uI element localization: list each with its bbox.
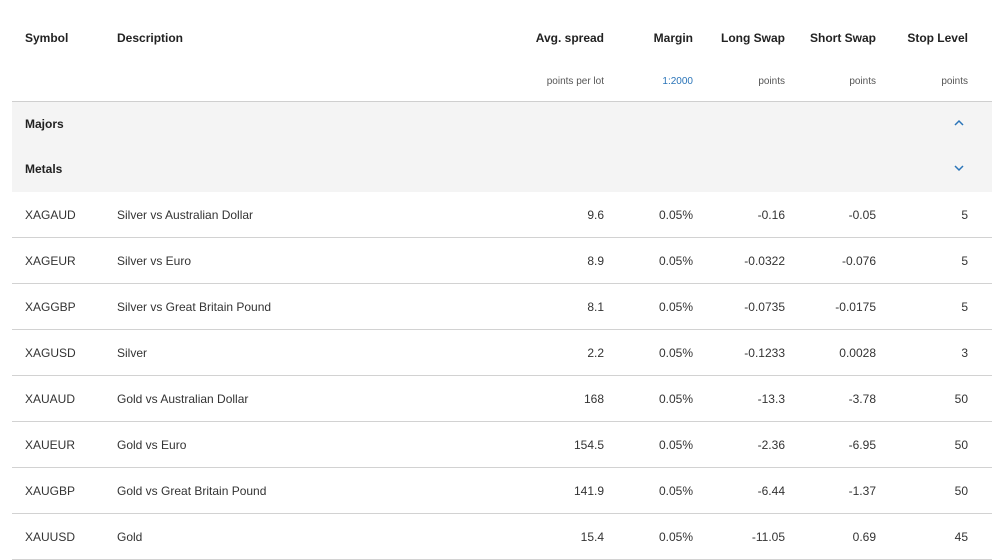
unit-avg-spread: points per lot [546,76,604,87]
column-header-short-swap[interactable]: Short Swap [809,31,876,45]
cell-long-swap: -11.05 [751,530,785,544]
cell-margin: 0.05% [658,530,693,544]
cell-stop-level: 5 [961,254,968,268]
cell-description: Gold vs Euro [117,438,187,452]
column-header-avg-spread[interactable]: Avg. spread [535,31,604,45]
cell-symbol: XAGGBP [25,300,76,314]
cell-symbol: XAUGBP [25,484,76,498]
unit-stop-level: points [941,76,968,87]
cell-avg-spread: 9.6 [587,208,604,222]
cell-long-swap: -0.1233 [744,346,785,360]
cell-stop-level: 5 [961,300,968,314]
chevron-down-icon[interactable] [952,161,966,175]
cell-short-swap: 0.69 [852,530,876,544]
table-row[interactable]: XAGAUD Silver vs Australian Dollar 9.6 0.05… [12,192,992,238]
cell-stop-level: 50 [954,392,968,406]
column-header-stop-level[interactable]: Stop Level [907,31,968,45]
column-header-long-swap[interactable]: Long Swap [721,31,785,45]
cell-long-swap: -0.16 [757,208,785,222]
cell-avg-spread: 2.2 [587,346,604,360]
cell-long-swap: -6.44 [757,484,785,498]
cell-margin: 0.05% [658,300,693,314]
table-header: Symbol Description Avg. spread Margin Lo… [12,0,992,102]
unit-short-swap: points [849,76,876,87]
cell-description: Gold [117,530,143,544]
cell-description: Silver [117,346,148,360]
table-row[interactable]: XAGEUR Silver vs Euro 8.9 0.05% -0.0322 -0.07… [12,238,992,284]
cell-avg-spread: 154.5 [573,438,604,452]
cell-short-swap: -6.95 [848,438,876,452]
cell-description: Gold vs Great Britain Pound [117,484,267,498]
cell-margin: 0.05% [658,346,693,360]
unit-long-swap: points [758,76,785,87]
cell-symbol: XAUUSD [25,530,76,544]
cell-symbol: XAUEUR [25,438,76,452]
cell-margin: 0.05% [658,254,693,268]
cell-margin: 0.05% [658,392,693,406]
unit-margin-leverage[interactable]: 1:2000 [662,76,693,87]
cell-description: Silver vs Great Britain Pound [117,300,272,314]
table-row[interactable]: XAUGBP Gold vs Great Britain Pound 141.9 0.… [12,468,992,514]
cell-symbol: XAGAUD [25,208,76,222]
cell-avg-spread: 8.1 [587,300,604,314]
cell-avg-spread: 141.9 [573,484,604,498]
cell-long-swap: -13.3 [757,392,785,406]
cell-description: Gold vs Australian Dollar [117,392,249,406]
cell-long-swap: -0.0735 [744,300,785,314]
group-label: Metals [25,162,63,176]
cell-margin: 0.05% [658,484,693,498]
cell-symbol: XAUAUD [25,392,76,406]
cell-stop-level: 3 [961,346,968,360]
cell-avg-spread: 8.9 [587,254,604,268]
cell-description: Silver vs Euro [117,254,192,268]
cell-short-swap: -3.78 [848,392,876,406]
cell-margin: 0.05% [658,438,693,452]
table-row[interactable]: XAUEUR Gold vs Euro 154.5 0.05% -2.36 -6.95 50 [12,422,992,468]
cell-avg-spread: 15.4 [580,530,604,544]
cell-symbol: XAGEUR [25,254,76,268]
table-row[interactable]: XAGGBP Silver vs Great Britain Pound 8.1 0.… [12,284,992,330]
group-row-majors[interactable]: Majors [12,102,992,147]
cell-symbol: XAGUSD [25,346,76,360]
table-row[interactable]: XAUUSD Gold 15.4 0.05% -11.05 0.69 45 [12,514,992,560]
cell-stop-level: 50 [954,438,968,452]
cell-short-swap: -0.05 [848,208,876,222]
cell-long-swap: -2.36 [757,438,785,452]
column-header-symbol[interactable]: Symbol [25,31,69,45]
cell-margin: 0.05% [658,208,693,222]
table-row[interactable]: XAUAUD Gold vs Australian Dollar 168 0.05% -… [12,376,992,422]
column-header-margin[interactable]: Margin [653,31,693,45]
group-label: Majors [25,117,64,131]
cell-short-swap: -1.37 [848,484,876,498]
cell-short-swap: 0.0028 [839,346,876,360]
cell-stop-level: 5 [961,208,968,222]
cell-long-swap: -0.0322 [744,254,785,268]
cell-description: Silver vs Australian Dollar [117,208,254,222]
cell-avg-spread: 168 [583,392,604,406]
chevron-up-icon[interactable] [952,116,966,130]
cell-stop-level: 45 [954,530,968,544]
column-header-description[interactable]: Description [117,31,184,45]
metals-rows: XAGAUD Silver vs Australian Dollar 9.6 0.05… [12,192,992,560]
cell-stop-level: 50 [954,484,968,498]
table-row[interactable]: XAGUSD Silver 2.2 0.05% -0.1233 0.0028 3 [12,330,992,376]
group-row-metals[interactable]: Metals [12,147,992,192]
cell-short-swap: -0.076 [841,254,876,268]
cell-short-swap: -0.0175 [835,300,876,314]
